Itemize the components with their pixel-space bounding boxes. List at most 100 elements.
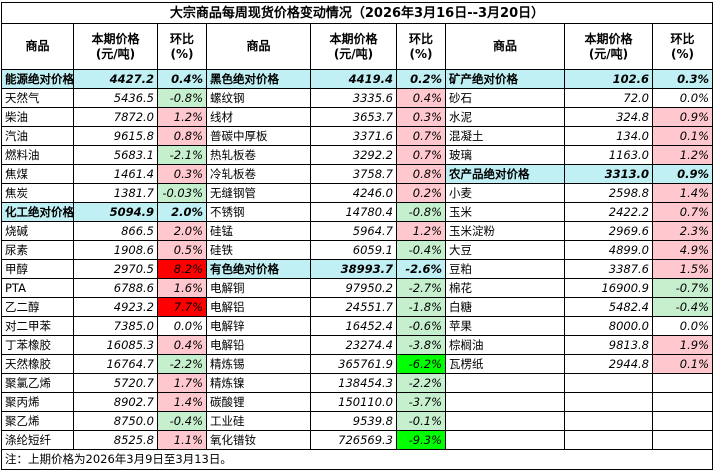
- commodity-name-cell: 小麦: [445, 183, 565, 203]
- commodity-name-cell: 焦炭: [1, 183, 74, 203]
- change-cell: 1.1%: [157, 430, 207, 450]
- price-cell: 5964.7: [310, 221, 397, 241]
- change-cell: 4.9%: [651, 240, 714, 260]
- table-row: 柴油 7872.0 1.2% 线材 3653.7 0.3% 水泥 324.8 0.9%: [1, 107, 714, 127]
- price-cell: [564, 373, 653, 393]
- change-cell: -0.7%: [651, 278, 714, 298]
- change-cell: -2.1%: [157, 145, 207, 165]
- price-cell: [564, 392, 653, 412]
- price-cell: 6059.1: [310, 240, 397, 260]
- price-cell: 8000.0: [564, 316, 653, 336]
- commodity-name-cell: PTA: [1, 278, 74, 298]
- change-cell: 1.4%: [157, 392, 207, 412]
- price-cell: 16085.3: [73, 335, 158, 355]
- section-name-cell: 矿产绝对价格: [445, 69, 565, 89]
- table-row: 甲醇 2970.5 8.2% 有色绝对价格 38993.7 -2.6% 豆粕 3387.6 1.…: [1, 259, 714, 279]
- change-cell: [651, 411, 714, 431]
- change-cell: 0.0%: [651, 88, 714, 108]
- commodity-name-cell: 烧碱: [1, 221, 74, 241]
- change-cell: 0.8%: [157, 126, 207, 146]
- change-cell: 7.7%: [157, 297, 207, 317]
- price-cell: 23274.4: [310, 335, 397, 355]
- price-cell: 3653.7: [310, 107, 397, 127]
- commodity-name-cell: 电解铜: [206, 278, 311, 298]
- change-cell: -0.03%: [157, 183, 207, 203]
- commodity-name-cell: 燃料油: [1, 145, 74, 165]
- commodity-name-cell: 氧化镨钕: [206, 430, 311, 450]
- price-cell: 1461.4: [73, 164, 158, 184]
- commodity-name-cell: 聚丙烯: [1, 392, 74, 412]
- price-cell: 134.0: [564, 126, 653, 146]
- commodity-name-cell: 硅锰: [206, 221, 311, 241]
- change-cell: -2.6%: [396, 259, 446, 279]
- commodity-name-cell: 无缝钢管: [206, 183, 311, 203]
- change-cell: -2.7%: [396, 278, 446, 298]
- commodity-name-cell: 螺纹钢: [206, 88, 311, 108]
- change-cell: 0.7%: [396, 145, 446, 165]
- section-name-cell: 有色绝对价格: [206, 259, 311, 279]
- change-cell: 0.9%: [651, 164, 714, 184]
- header-change-cell: 环比 (%): [651, 23, 714, 70]
- commodity-name-cell: 精炼锡: [206, 354, 311, 374]
- commodity-name-cell: 丁苯橡胶: [1, 335, 74, 355]
- section-name-cell: 化工绝对价格: [1, 202, 74, 222]
- change-cell: 2.0%: [157, 221, 207, 241]
- commodity-name-cell: 热轧板卷: [206, 145, 311, 165]
- price-cell: 97950.2: [310, 278, 397, 298]
- header-name-cell: 商品: [206, 23, 311, 70]
- commodity-name-cell: 电解铝: [206, 297, 311, 317]
- price-cell: 3387.6: [564, 259, 653, 279]
- price-cell: 102.6: [564, 69, 653, 89]
- change-cell: -3.7%: [396, 392, 446, 412]
- table-row: 聚乙烯 8750.0 -0.4% 工业硅 9539.8 -0.1%: [1, 411, 714, 431]
- price-cell: 1163.0: [564, 145, 653, 165]
- change-cell: 2.0%: [157, 202, 207, 222]
- price-cell: 3313.0: [564, 164, 653, 184]
- price-cell: 3371.6: [310, 126, 397, 146]
- price-cell: 4899.0: [564, 240, 653, 260]
- price-cell: 4246.0: [310, 183, 397, 203]
- price-cell: 9813.8: [564, 335, 653, 355]
- commodity-name-cell: 瓦楞纸: [445, 354, 565, 374]
- change-cell: -0.6%: [396, 316, 446, 336]
- commodity-name-cell: 玻璃: [445, 145, 565, 165]
- change-cell: -2.2%: [396, 373, 446, 393]
- table-row: 能源绝对价格 4427.2 0.4% 黑色绝对价格 4419.4 0.2% 矿产绝对价格 10…: [1, 69, 714, 89]
- change-cell: 0.3%: [396, 107, 446, 127]
- commodity-name-cell: 焦煤: [1, 164, 74, 184]
- change-cell: [651, 430, 714, 450]
- table-row: 天然气 5436.5 -0.8% 螺纹钢 3335.6 0.4% 砂石 72.0 0.0%: [1, 88, 714, 108]
- table-row: 尿素 1908.6 0.5% 硅铁 6059.1 -0.4% 大豆 4899.0 4.9%: [1, 240, 714, 260]
- commodity-name-cell: 苹果: [445, 316, 565, 336]
- change-cell: 1.2%: [157, 107, 207, 127]
- table-row: 丁苯橡胶 16085.3 0.4% 电解铅 23274.4 -3.8% 棕榈油 9813.8 1…: [1, 335, 714, 355]
- commodity-name-cell: 玉米: [445, 202, 565, 222]
- price-cell: 2598.8: [564, 183, 653, 203]
- table-row: 聚氯乙烯 5720.7 1.7% 精炼镍 138454.3 -2.2%: [1, 373, 714, 393]
- price-cell: 5683.1: [73, 145, 158, 165]
- commodity-name-cell: 电解锌: [206, 316, 311, 336]
- change-cell: -0.4%: [651, 297, 714, 317]
- change-cell: -0.8%: [396, 202, 446, 222]
- change-cell: 0.9%: [651, 107, 714, 127]
- change-cell: 1.5%: [651, 259, 714, 279]
- table-row: 涤纶短纤 8525.8 1.1% 氧化镨钕 726569.3 -9.3%: [1, 430, 714, 450]
- header-price-cell: 本期价格 (元/吨): [564, 23, 653, 70]
- section-name-cell: 农产品绝对价格: [445, 164, 565, 184]
- price-cell: 14780.4: [310, 202, 397, 222]
- commodity-name-cell: 精炼镍: [206, 373, 311, 393]
- price-cell: 6788.6: [73, 278, 158, 298]
- change-cell: -0.4%: [396, 240, 446, 260]
- change-cell: 0.1%: [651, 126, 714, 146]
- change-cell: 1.4%: [651, 183, 714, 203]
- change-cell: 8.2%: [157, 259, 207, 279]
- commodity-name-cell: [445, 411, 565, 431]
- change-cell: -6.2%: [396, 354, 446, 374]
- change-cell: 2.3%: [651, 221, 714, 241]
- header-change-cell: 环比 (%): [396, 23, 446, 70]
- table-row: 乙二醇 4923.2 7.7% 电解铝 24551.7 -1.8% 白糖 5482.4 -0.4…: [1, 297, 714, 317]
- commodity-name-cell: 聚乙烯: [1, 411, 74, 431]
- price-cell: 324.8: [564, 107, 653, 127]
